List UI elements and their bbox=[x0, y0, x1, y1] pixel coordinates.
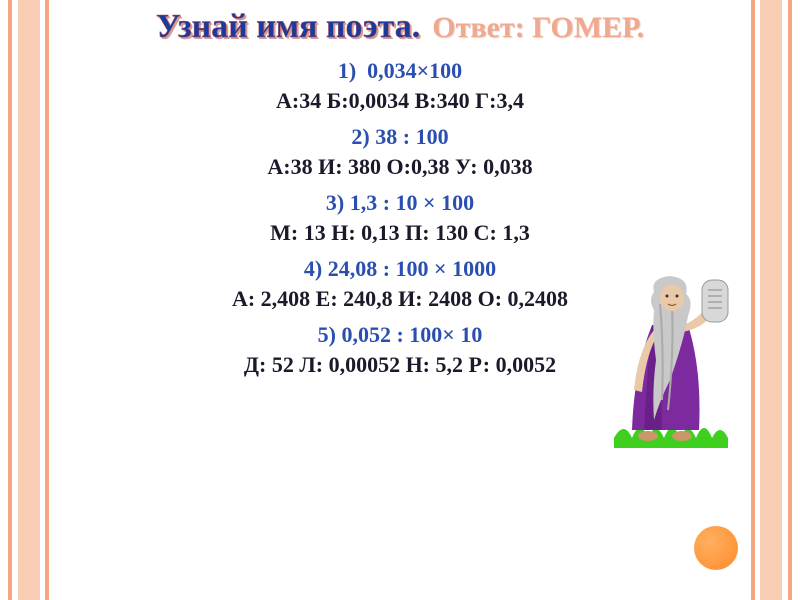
nav-circle-icon[interactable] bbox=[694, 526, 738, 570]
question-expr: 0,052 : 100× 10 bbox=[341, 322, 482, 347]
title-answer: Ответ: ГОМЕР. bbox=[432, 11, 644, 44]
question-text: 3) 1,3 : 10 × 100 bbox=[55, 190, 745, 216]
problem-1: 1) 0,034×100 А:34 Б:0,0034 В:340 Г:3,4 bbox=[55, 58, 745, 114]
options-row: М: 13 Н: 0,13 П: 130 С: 1,3 bbox=[55, 220, 745, 246]
frame-stripe bbox=[760, 0, 782, 600]
frame-stripe bbox=[751, 0, 755, 600]
question-expr: 0,034×100 bbox=[367, 58, 462, 83]
frame-stripe bbox=[45, 0, 49, 600]
question-number: 1) bbox=[338, 58, 356, 83]
question-text: 1) 0,034×100 bbox=[55, 58, 745, 84]
question-expr: 1,3 : 10 × 100 bbox=[350, 190, 474, 215]
question-number: 2) bbox=[351, 124, 369, 149]
options-row: А:38 И: 380 О:0,38 У: 0,038 bbox=[55, 154, 745, 180]
question-text: 2) 38 : 100 bbox=[55, 124, 745, 150]
question-expr: 24,08 : 100 × 1000 bbox=[328, 256, 496, 281]
frame-stripe bbox=[18, 0, 40, 600]
question-number: 3) bbox=[326, 190, 344, 215]
frame-stripe bbox=[8, 0, 12, 600]
problem-2: 2) 38 : 100 А:38 И: 380 О:0,38 У: 0,038 bbox=[55, 124, 745, 180]
question-number: 4) bbox=[304, 256, 322, 281]
poet-illustration bbox=[604, 270, 734, 450]
question-number: 5) bbox=[318, 322, 336, 347]
title-row: Узнай имя поэта. Ответ: ГОМЕР. bbox=[55, 8, 745, 46]
problem-3: 3) 1,3 : 10 × 100 М: 13 Н: 0,13 П: 130 С… bbox=[55, 190, 745, 246]
options-row: А:34 Б:0,0034 В:340 Г:3,4 bbox=[55, 88, 745, 114]
frame-stripe bbox=[788, 0, 792, 600]
title-main: Узнай имя поэта. bbox=[156, 8, 420, 45]
question-expr: 38 : 100 bbox=[375, 124, 448, 149]
